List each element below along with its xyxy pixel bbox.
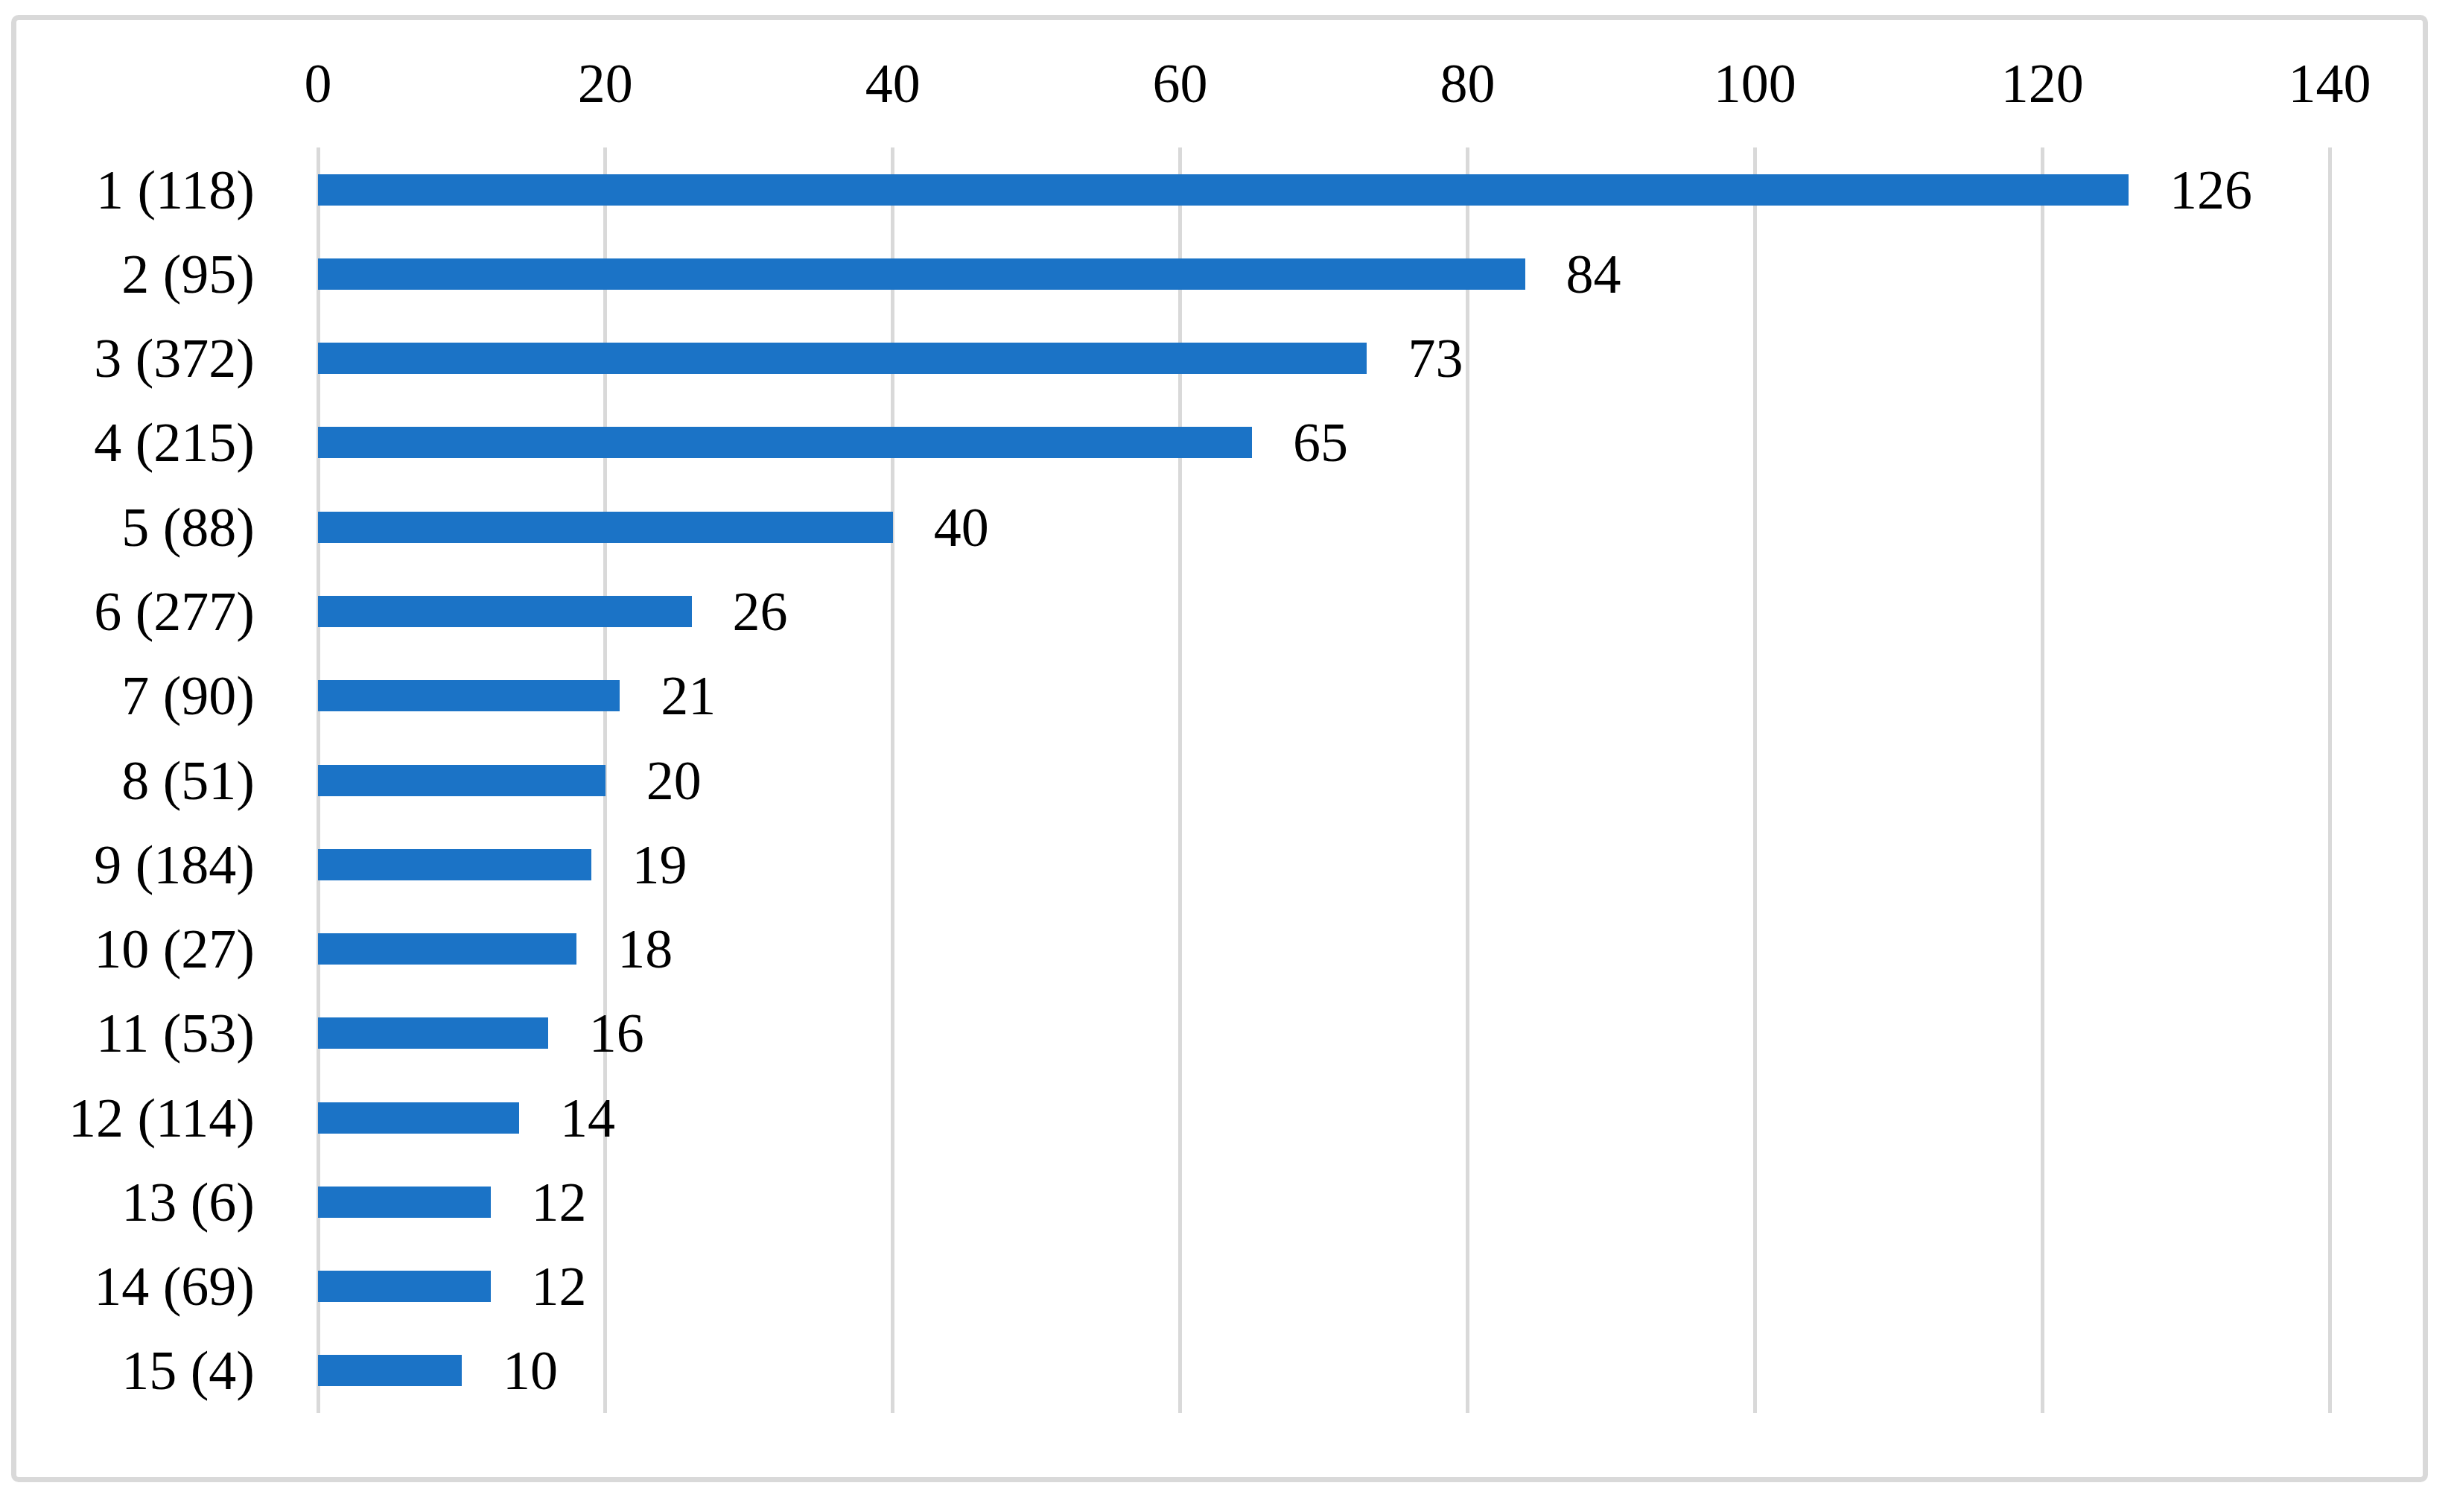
bar [318,1017,548,1049]
value-label: 10 [503,1339,558,1402]
category-label: 1 (118) [22,159,255,221]
category-label: 15 (4) [22,1339,255,1402]
x-tick-label-40: 40 [781,52,1005,115]
gridline-x-60 [1178,147,1182,1413]
value-label: 126 [2170,159,2252,221]
x-tick-label-100: 100 [1643,52,1866,115]
value-label: 12 [532,1171,587,1233]
category-label: 2 (95) [22,243,255,305]
category-label: 12 (114) [22,1087,255,1149]
category-label: 10 (27) [22,918,255,980]
bar [318,933,576,965]
bar [318,512,893,543]
gridline-x-140 [2328,147,2332,1413]
value-label: 20 [646,749,702,812]
value-label: 84 [1566,243,1621,305]
x-tick-label-80: 80 [1355,52,1579,115]
x-tick-label-20: 20 [494,52,717,115]
x-tick-label-0: 0 [206,52,430,115]
bar [318,680,620,711]
gridline-x-100 [1753,147,1757,1413]
category-label: 6 (277) [22,580,255,643]
x-tick-label-140: 140 [2218,52,2441,115]
bar [318,1355,462,1386]
value-label: 19 [632,833,687,896]
value-label: 21 [661,664,716,727]
x-tick-label-60: 60 [1069,52,1292,115]
value-label: 18 [617,918,673,980]
bar [318,849,591,880]
bar [318,343,1367,374]
category-label: 5 (88) [22,496,255,559]
category-label: 13 (6) [22,1171,255,1233]
bar [318,1187,491,1218]
category-label: 3 (372) [22,327,255,390]
category-label: 7 (90) [22,664,255,727]
plot-area [318,147,2330,1413]
bar [318,427,1252,458]
bar [318,596,692,627]
gridline-x-40 [891,147,894,1413]
value-label: 40 [934,496,989,559]
value-label: 73 [1408,327,1463,390]
x-tick-label-120: 120 [1930,52,2154,115]
category-label: 8 (51) [22,749,255,812]
category-label: 11 (53) [22,1002,255,1064]
category-label: 9 (184) [22,833,255,896]
category-label: 4 (215) [22,411,255,474]
bar [318,258,1525,290]
value-label: 65 [1293,411,1348,474]
value-label: 12 [532,1255,587,1318]
bar [318,1102,519,1134]
value-label: 26 [733,580,788,643]
value-label: 14 [560,1087,615,1149]
category-label: 14 (69) [22,1255,255,1318]
bar [318,1271,491,1302]
value-label: 16 [589,1002,644,1064]
bar [318,174,2129,206]
bar [318,765,605,796]
gridline-x-80 [1466,147,1469,1413]
gridline-x-120 [2041,147,2044,1413]
